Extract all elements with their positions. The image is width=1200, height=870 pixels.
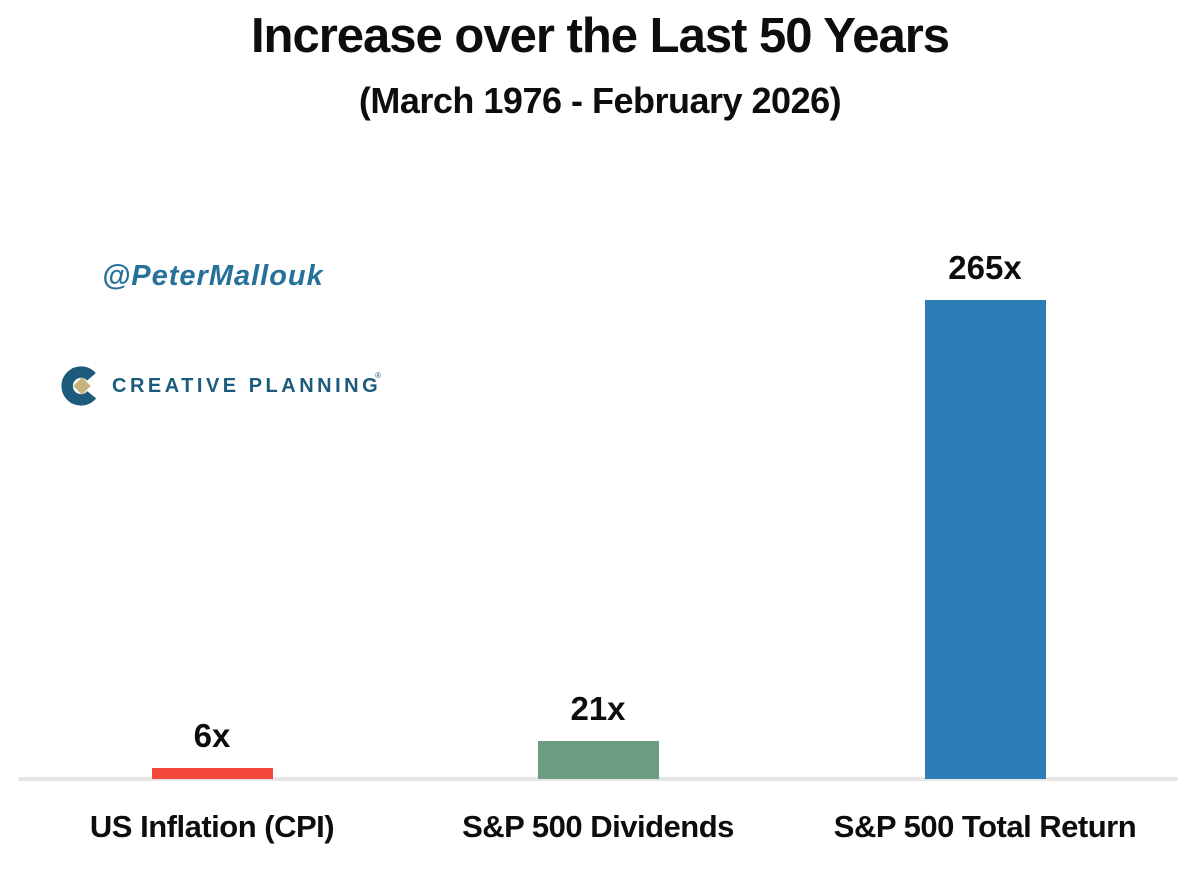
logo-trademark-symbol: ® [375,371,382,381]
logo-wordmark-text: CREATIVE PLANNING [112,374,382,397]
chart-subtitle: (March 1976 - February 2026) [358,80,842,121]
bar-value-label-us-inflation: 6x [193,717,231,754]
category-label-us-inflation: US Inflation (CPI) [89,809,335,844]
twitter-handle: @PeterMallouk [102,260,324,292]
bar-value-label-sp500-dividends: 21x [570,690,626,727]
bar-sp500-total-return [924,300,1046,779]
x-axis-line [18,777,1178,781]
bar-value-label-sp500-total-return: 265x [948,249,1022,286]
logo-wordmark: CREATIVE PLANNING® [112,371,387,398]
category-label-sp500-dividends: S&P 500 Dividends [462,809,734,844]
bar-us-inflation [151,768,273,779]
bar-sp500-dividends [537,741,659,779]
category-label-sp500-total-return: S&P 500 Total Return [833,809,1137,844]
creative-planning-logo: CREATIVE PLANNING® [60,364,387,408]
chart-title: Increase over the Last 50 Years [250,9,950,63]
logo-c-diamond-icon [60,364,102,408]
